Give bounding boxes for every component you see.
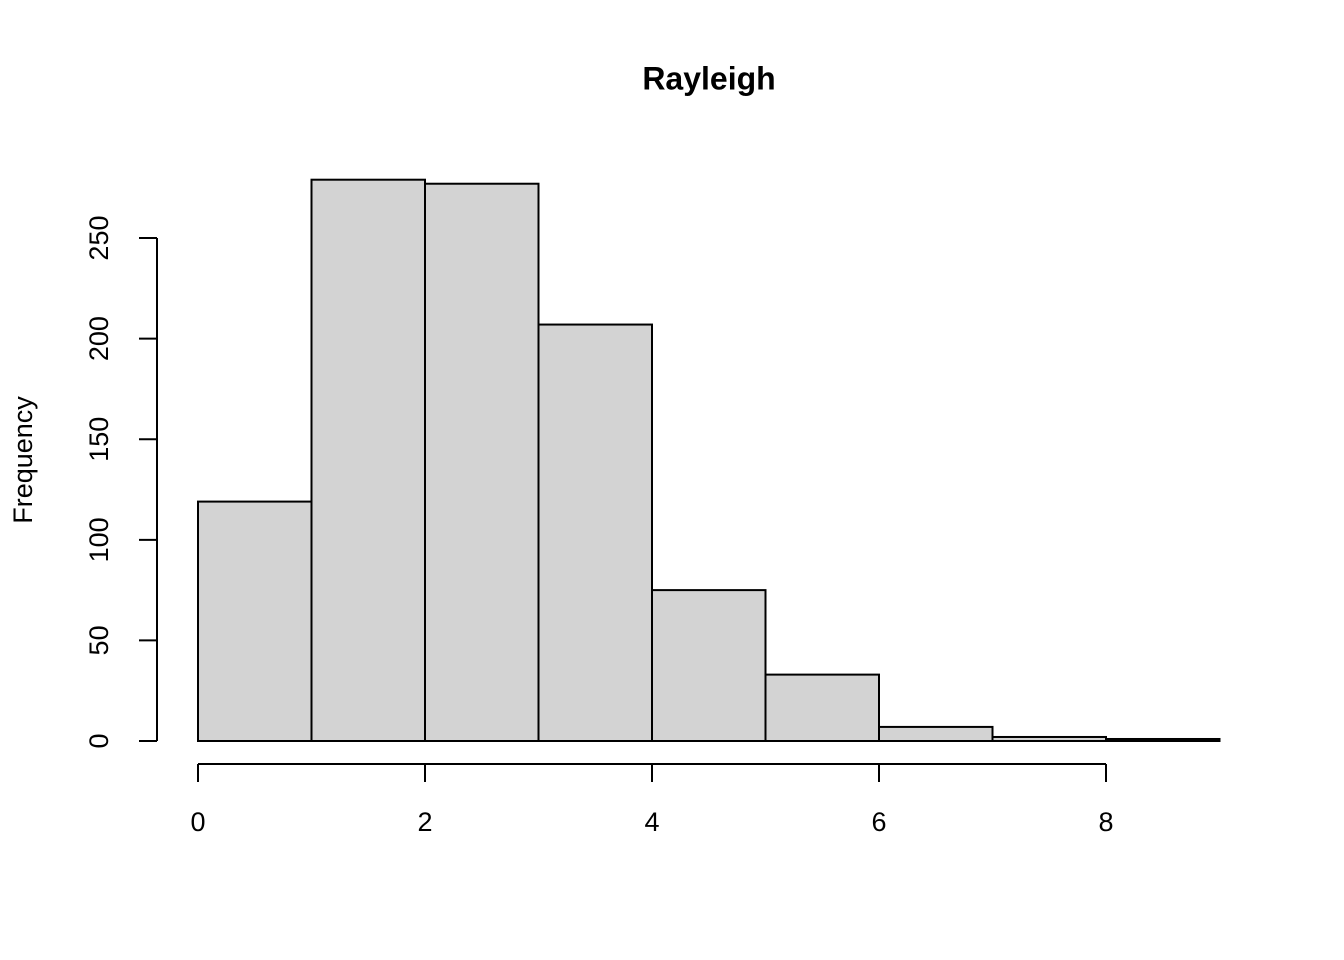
bar: [878, 725, 994, 742]
y-tick-label: 150: [84, 417, 114, 462]
x-tick-label: 0: [190, 807, 205, 837]
bar: [424, 182, 540, 743]
y-tick-label: 250: [84, 216, 114, 261]
chart-title: Rayleigh: [642, 60, 775, 96]
bar: [197, 500, 313, 742]
x-tick-label: 4: [644, 807, 659, 837]
bar: [764, 673, 880, 742]
bar: [991, 735, 1107, 742]
y-axis-label: Frequency: [8, 396, 38, 524]
bar: [1105, 737, 1221, 742]
bar: [651, 589, 767, 743]
x-tick-label: 6: [871, 807, 886, 837]
x-tick-label: 8: [1098, 807, 1113, 837]
y-tick-label: 100: [84, 517, 114, 562]
bar: [310, 178, 426, 742]
y-tick-label: 200: [84, 316, 114, 361]
bar: [537, 323, 653, 742]
y-tick-label: 0: [84, 733, 114, 748]
y-tick-label: 50: [84, 625, 114, 655]
x-tick-label: 2: [417, 807, 432, 837]
